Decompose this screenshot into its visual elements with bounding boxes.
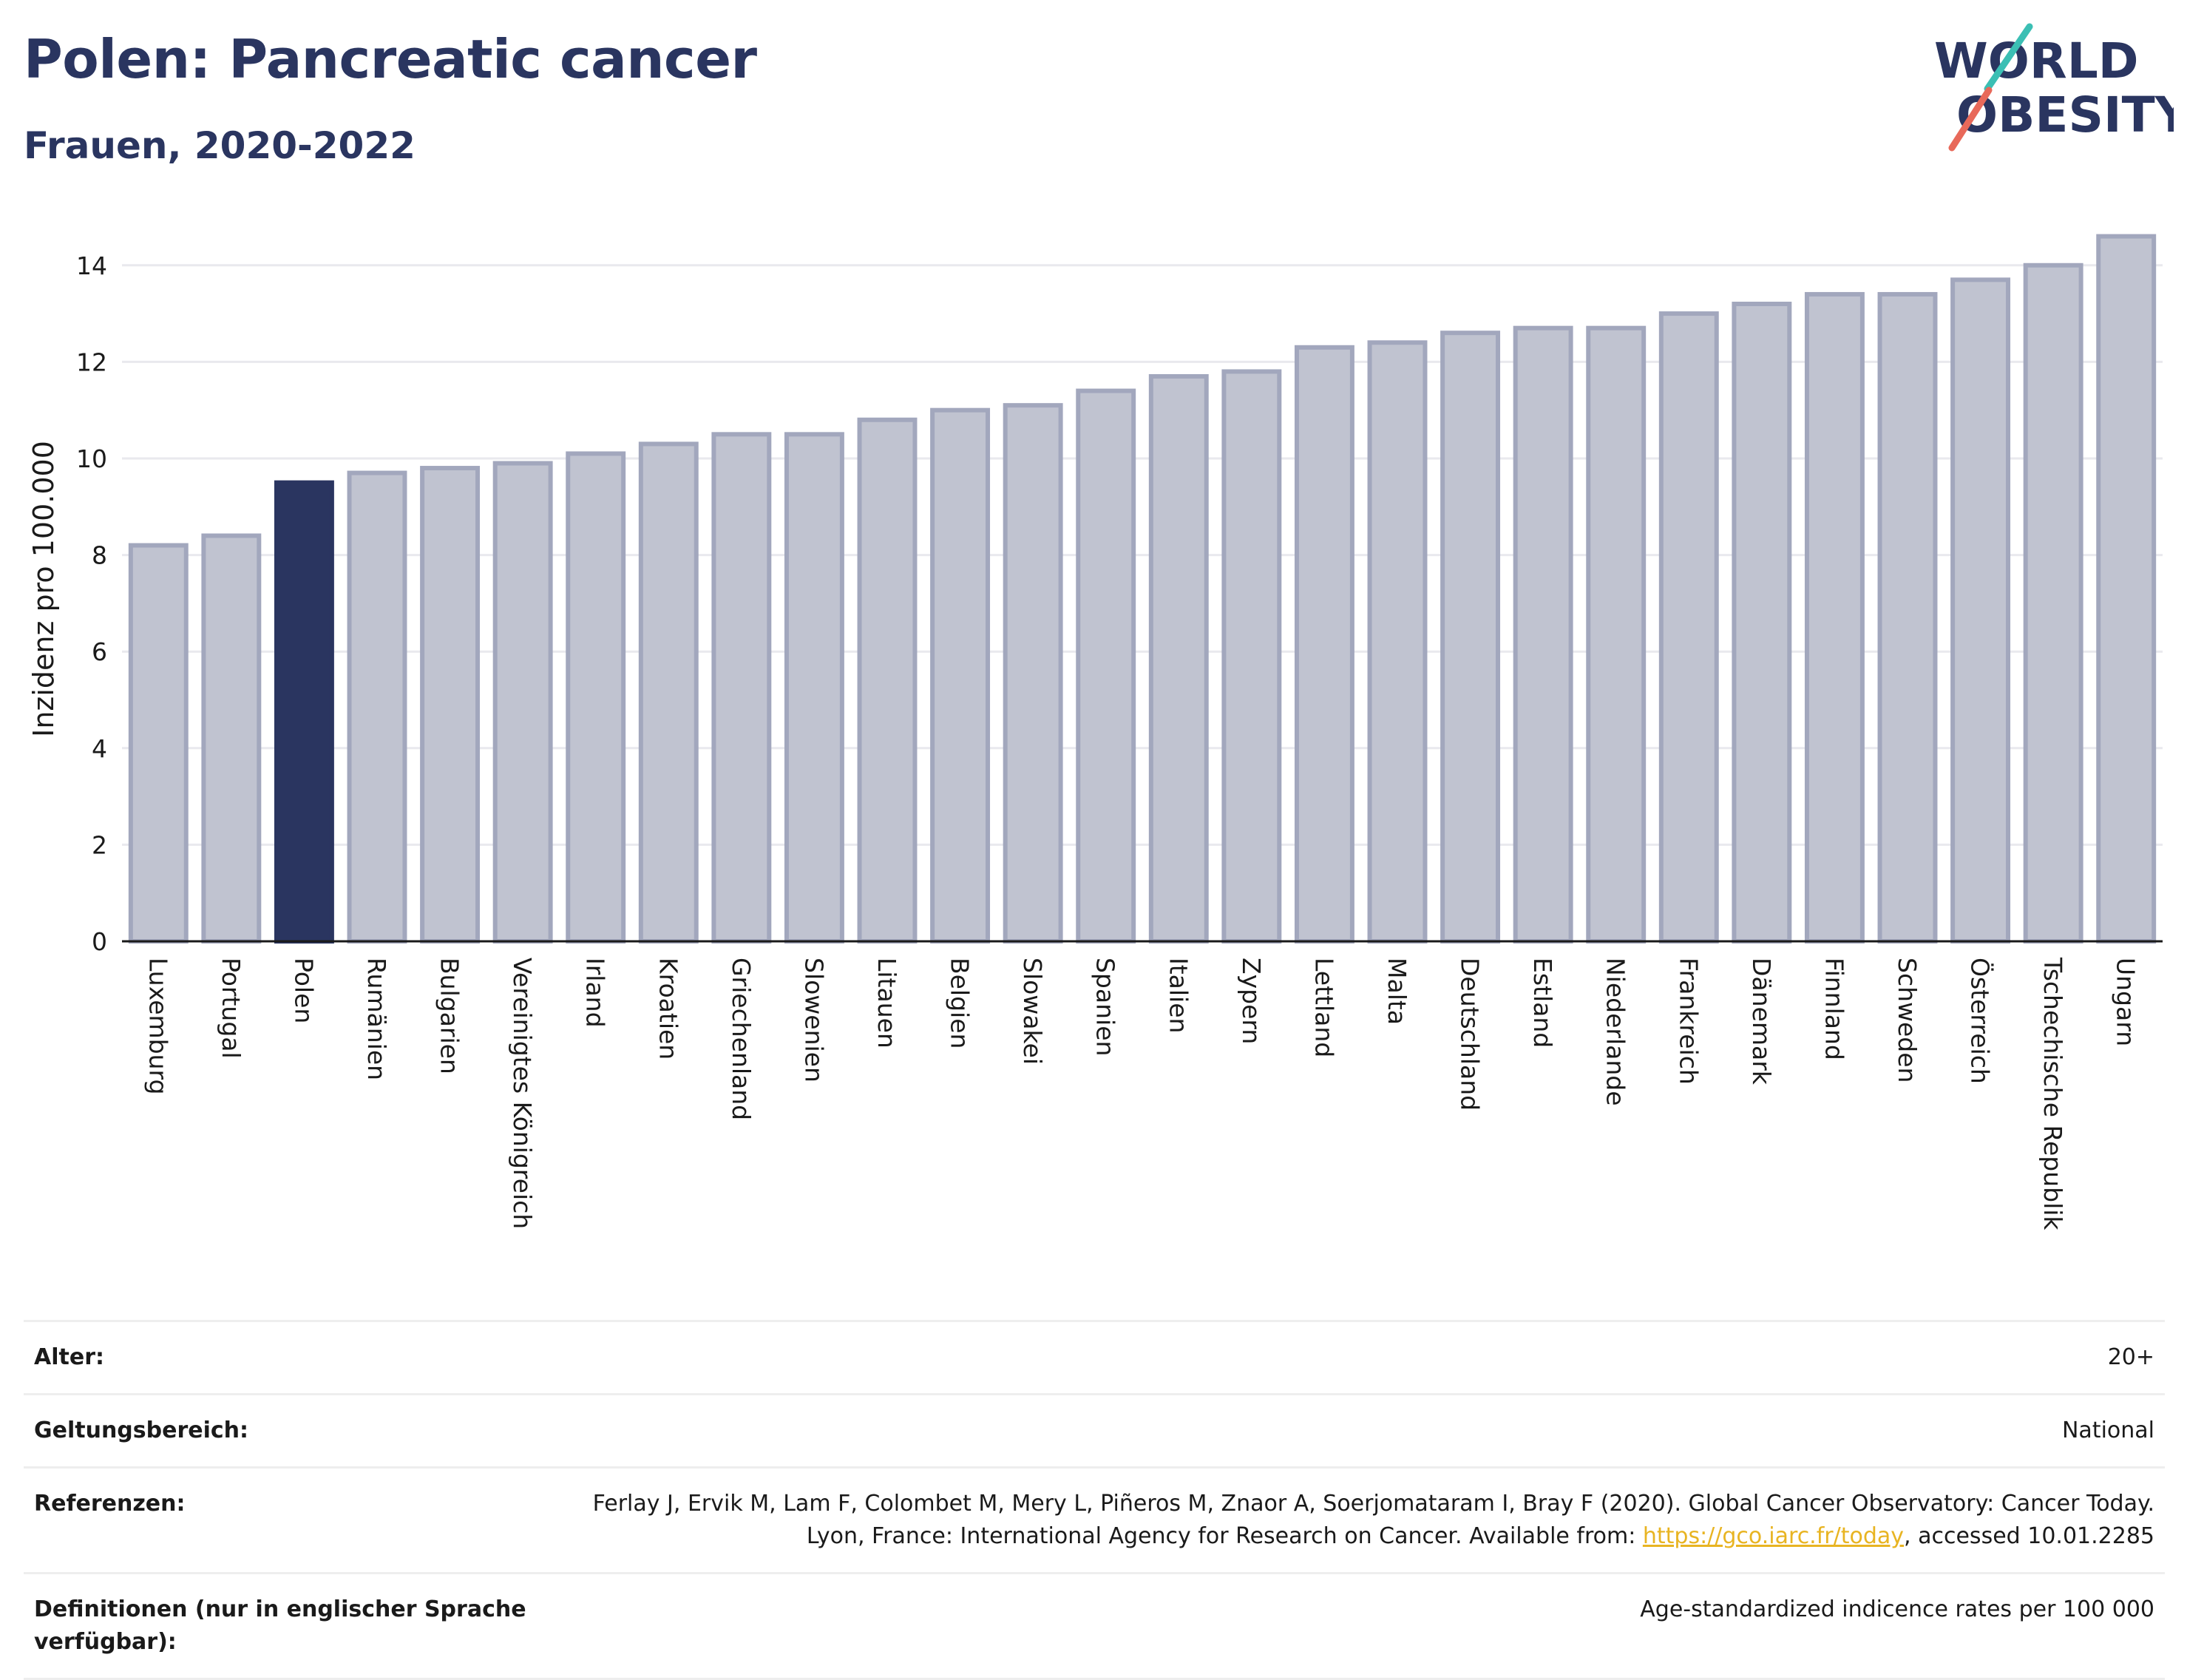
x-tick-label: Niederlande — [1601, 958, 1630, 1106]
bar-deutschland[interactable] — [1440, 331, 1501, 944]
bar-tschechische-republik[interactable] — [2023, 262, 2083, 944]
logo-slash-coral — [1948, 87, 1993, 152]
x-tick-label: Frankreich — [1674, 958, 1703, 1085]
x-tick-label: Griechenland — [727, 958, 756, 1120]
bar-italien[interactable] — [1148, 373, 1209, 944]
y-tick-label: 4 — [92, 734, 107, 763]
bar-kroatien[interactable] — [638, 441, 699, 944]
x-tick-label: Dänemark — [1747, 958, 1776, 1085]
x-tick-label: Belgien — [946, 958, 974, 1049]
bars — [128, 234, 2157, 944]
info-value-definitions: Age-standardized indicence rates per 100… — [547, 1572, 2165, 1680]
info-row-references: Referenzen: Ferlay J, Ervik M, Lam F, Co… — [24, 1466, 2165, 1574]
info-key-scope: Geltungsbereich: — [24, 1393, 547, 1469]
y-tick-label: 6 — [92, 637, 107, 666]
y-tick-label: 10 — [76, 444, 107, 473]
info-value-scope: National — [547, 1393, 2165, 1469]
bar-irland[interactable] — [566, 451, 626, 944]
reference-text: Ferlay J, Ervik M, Lam F, Colombet M, Me… — [592, 1491, 2154, 1549]
bar-zypern[interactable] — [1221, 369, 1282, 944]
bar-niederlande[interactable] — [1586, 325, 1647, 944]
x-tick-label: Vereinigtes Königreich — [508, 958, 537, 1229]
x-tick-label: Estland — [1528, 958, 1557, 1048]
bar-malta[interactable] — [1367, 340, 1428, 944]
logo-line2: OBESITY — [1956, 87, 2174, 143]
x-tick-label: Zypern — [1237, 958, 1266, 1044]
info-key-age: Alter: — [24, 1320, 547, 1395]
y-tick-label: 8 — [92, 541, 107, 570]
y-tick-label: 12 — [76, 348, 107, 376]
bar-lettland[interactable] — [1294, 345, 1354, 944]
bar-vereinigtes-königreich[interactable] — [492, 461, 553, 944]
x-tick-label: Litauen — [872, 958, 901, 1049]
y-tick-label: 14 — [76, 251, 107, 280]
x-tick-label: Portugal — [217, 958, 245, 1059]
x-tick-label: Luxemburg — [143, 958, 172, 1094]
bar-rumänien[interactable] — [347, 470, 407, 944]
x-tick-label: Tschechische Republik — [2038, 957, 2067, 1230]
info-key-definitions: Definitionen (nur in englischer Sprache … — [24, 1572, 547, 1680]
bar-frankreich[interactable] — [1658, 311, 1719, 944]
logo-slash-teal — [1984, 23, 2033, 92]
bar-bulgarien[interactable] — [420, 466, 481, 944]
x-tick-label: Malta — [1383, 958, 1411, 1025]
x-tick-label: Österreich — [1966, 958, 1996, 1084]
x-tick-label: Irland — [581, 958, 610, 1028]
bar-griechenland[interactable] — [711, 432, 772, 944]
info-row-scope: Geltungsbereich: National — [24, 1393, 2165, 1469]
bar-slowakei[interactable] — [1003, 403, 1063, 944]
info-row-age: Alter: 20+ — [24, 1320, 2165, 1395]
x-tick-label: Kroatien — [654, 958, 682, 1060]
y-tick-label: 2 — [92, 830, 107, 859]
bar-litauen[interactable] — [857, 417, 918, 944]
reference-link[interactable]: https://gco.iarc.fr/today — [1642, 1523, 1905, 1549]
y-axis-label: Inzidenz pro 100.000 — [27, 441, 60, 737]
x-tick-label: Lettland — [1309, 958, 1338, 1057]
bar-spanien[interactable] — [1076, 388, 1136, 944]
info-value-age: 20+ — [547, 1320, 2165, 1395]
info-table: Alter: 20+ Geltungsbereich: National Ref… — [24, 1320, 2165, 1680]
bar-belgien[interactable] — [930, 407, 991, 944]
bar-ungarn[interactable] — [2096, 234, 2157, 944]
bar-luxemburg[interactable] — [128, 543, 189, 944]
axes: 0 2 4 6 8 10 12 14 Luxemburg Portugal Polen Rumänie… — [76, 251, 2163, 1230]
x-tick-label: Polen — [289, 958, 318, 1023]
bar-chart: 0 2 4 6 8 10 12 14 Luxemburg Portugal Polen Rumänie… — [27, 234, 2163, 1230]
x-tick-label: Finnland — [1820, 958, 1848, 1060]
x-tick-label: Bulgarien — [435, 958, 464, 1074]
logo-line1: WORLD — [1934, 33, 2139, 89]
page-subtitle: Frauen, 2020-2022 — [24, 124, 416, 167]
x-tick-label: Slowenien — [799, 958, 828, 1083]
info-row-definitions: Definitionen (nur in englischer Sprache … — [24, 1572, 2165, 1680]
world-obesity-logo: WORLD OBESITY — [1934, 23, 2174, 152]
x-tick-label: Spanien — [1091, 958, 1120, 1056]
x-tick-label: Slowakei — [1018, 958, 1047, 1065]
bar-slowenien[interactable] — [784, 432, 844, 944]
x-tick-label: Ungarn — [2112, 958, 2140, 1046]
info-key-references: Referenzen: — [24, 1466, 547, 1574]
bar-österreich[interactable] — [1950, 277, 2011, 944]
x-tick-label: Schweden — [1893, 958, 1922, 1083]
reference-accessed: , accessed 10.01.2285 — [1904, 1523, 2154, 1549]
bar-polen[interactable] — [274, 480, 334, 944]
x-tick-label: Deutschland — [1456, 958, 1485, 1111]
bar-schweden[interactable] — [1877, 291, 1938, 944]
bar-estland[interactable] — [1513, 325, 1573, 944]
page-title: Polen: Pancreatic cancer — [24, 28, 757, 90]
bar-dänemark[interactable] — [1732, 302, 1792, 944]
x-tick-label: Rumänien — [362, 958, 391, 1080]
y-tick-label: 0 — [92, 927, 107, 956]
info-value-references: Ferlay J, Ervik M, Lam F, Colombet M, Me… — [547, 1466, 2165, 1574]
x-tick-label: Italien — [1164, 958, 1193, 1033]
bar-portugal[interactable] — [201, 533, 262, 944]
bar-finnland[interactable] — [1804, 291, 1865, 944]
